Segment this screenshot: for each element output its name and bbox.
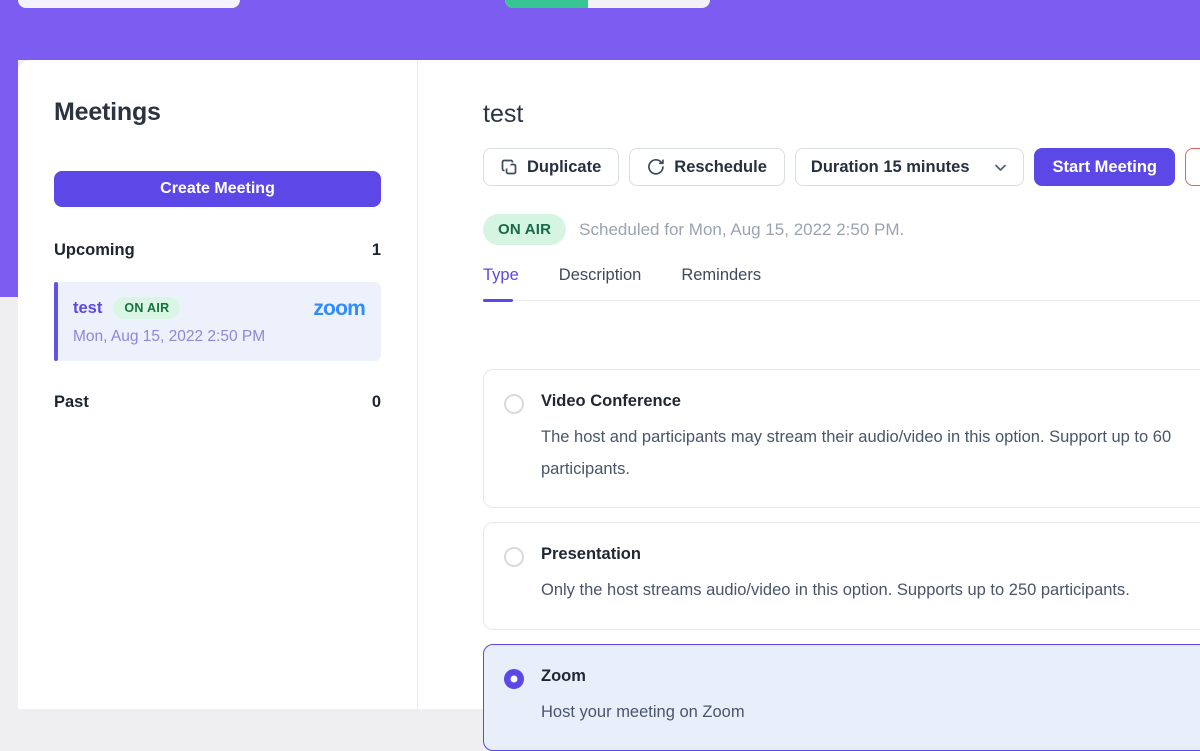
duration-value: Duration 15 minutes [810,157,970,176]
duration-select[interactable]: Duration 15 minutes [794,148,1025,186]
option-title: Video Conference [541,392,681,410]
option-description: The host and participants may stream the… [541,428,1172,479]
upcoming-label: Upcoming [54,241,135,259]
option-description: Only the host streams audio/video in thi… [541,581,1130,600]
status-row: ON AIR Scheduled for Mon, Aug 15, 2022 2… [483,214,1200,245]
radio-unselected-icon[interactable] [504,394,524,414]
past-count: 0 [371,393,381,411]
delete-meeting-button-partial[interactable] [1185,148,1200,186]
notification-bar-partial [18,0,240,8]
duplicate-label: Duplicate [527,157,602,176]
meeting-detail-panel: test Duplicate Reschedule Duration 15 mi… [418,60,1200,751]
app-card: Meetings Create Meeting Upcoming 1 test … [18,60,1200,751]
reschedule-button[interactable]: Reschedule [629,148,785,186]
page-title: test [483,100,524,128]
option-video-conference[interactable]: Video Conference The host and participan… [483,369,1200,509]
progress-bar-fill [505,0,588,8]
chevron-down-icon [995,164,1007,171]
radio-selected-icon[interactable] [504,668,524,689]
meetings-sidebar: Meetings Create Meeting Upcoming 1 test … [18,60,418,709]
progress-bar [505,0,710,8]
tab-reminders[interactable]: Reminders [681,266,762,284]
option-description: Host your meeting on Zoom [541,702,745,721]
option-presentation[interactable]: Presentation Only the host streams audio… [483,522,1200,630]
tab-description[interactable]: Description [558,266,642,284]
upcoming-count: 1 [371,241,381,259]
meeting-datetime: Mon, Aug 15, 2022 2:50 PM [73,328,266,345]
zoom-logo: zoom [313,296,365,320]
meeting-list-item[interactable]: test ON AIR zoom Mon, Aug 15, 2022 2:50 … [54,282,381,361]
reschedule-icon [648,158,665,175]
upcoming-section-header: Upcoming 1 [54,241,381,260]
on-air-badge: ON AIR [483,214,567,245]
option-zoom[interactable]: Zoom Host your meeting on Zoom [483,643,1200,751]
meeting-item-header: test ON AIR zoom [73,296,366,320]
sidebar-title: Meetings [54,98,161,126]
reschedule-label: Reschedule [674,157,767,176]
radio-unselected-icon[interactable] [504,547,524,568]
option-title: Zoom [541,666,586,685]
toolbar: Duplicate Reschedule Duration 15 minutes… [483,148,1200,186]
tab-type[interactable]: Type [483,266,519,302]
option-body: Video Conference The host and participan… [541,392,1200,485]
past-section-header: Past 0 [54,393,381,412]
meeting-name: test [73,298,103,317]
start-meeting-button[interactable]: Start Meeting [1034,148,1175,186]
header-background [0,0,1200,60]
tab-bar: Type Description Reminders [483,266,1200,302]
left-background-strip [0,60,18,297]
on-air-badge: ON AIR [113,297,181,319]
copy-icon [501,159,517,174]
option-title: Presentation [541,545,641,564]
duplicate-button[interactable]: Duplicate [483,148,620,186]
create-meeting-button[interactable]: Create Meeting [54,171,381,207]
option-body: Zoom Host your meeting on Zoom [541,667,1200,728]
past-label: Past [54,393,89,411]
option-body: Presentation Only the host streams audio… [541,545,1200,606]
meeting-type-options: Video Conference The host and participan… [483,369,1200,751]
scheduled-text: Scheduled for Mon, Aug 15, 2022 2:50 PM. [579,219,905,239]
